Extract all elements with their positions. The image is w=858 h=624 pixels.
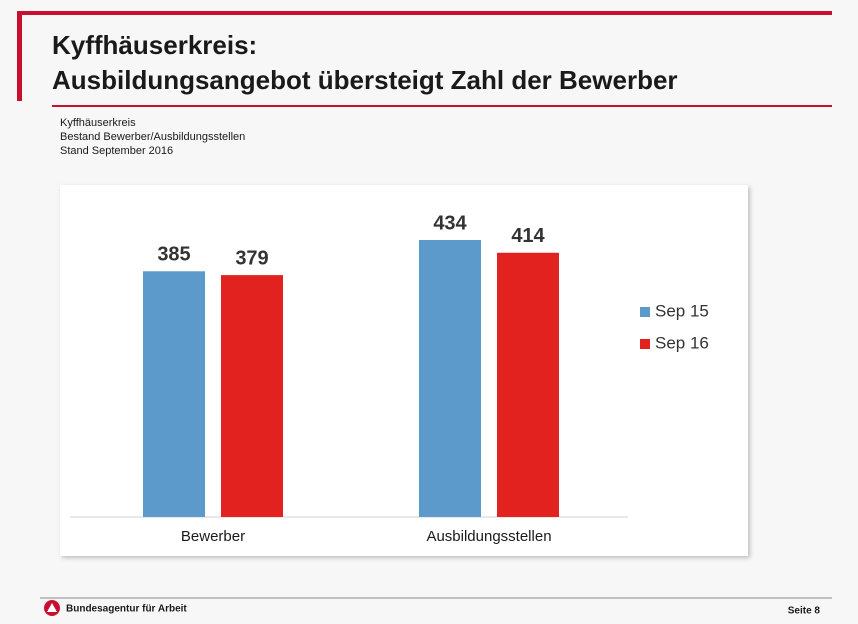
legend-label: Sep 15 xyxy=(655,301,709,320)
data-label: 434 xyxy=(433,212,467,234)
bar xyxy=(497,252,559,517)
left-rule xyxy=(17,11,22,101)
plot: Bewerber 385 379 Ausbildungsstellen 434 414 Se… xyxy=(70,212,709,545)
page-number: Seite 8 xyxy=(788,606,821,617)
title-line: Kyffhäuserkreis: xyxy=(52,30,257,60)
logo-mark xyxy=(47,603,57,612)
bar xyxy=(221,275,283,517)
legend-swatch xyxy=(640,307,650,317)
bar xyxy=(419,240,481,517)
note-line: Kyffhäuserkreis xyxy=(60,117,136,129)
legend-label: Sep 16 xyxy=(655,333,709,352)
top-rule xyxy=(17,11,832,15)
title-line: Ausbildungsangebot übersteigt Zahl der B… xyxy=(52,65,678,95)
bar xyxy=(143,271,205,517)
x-tick-label: Ausbildungsstellen xyxy=(426,528,551,545)
data-label: 385 xyxy=(157,244,190,266)
legend-swatch xyxy=(640,339,650,349)
note-line: Bestand Bewerber/Ausbildungsstellen xyxy=(60,131,245,143)
data-label: 379 xyxy=(235,247,268,269)
footer-org: Bundesagentur für Arbeit xyxy=(66,604,187,615)
x-tick-label: Bewerber xyxy=(181,528,245,545)
note-line: Stand September 2016 xyxy=(60,145,173,157)
data-label: 414 xyxy=(511,225,545,247)
title-rule xyxy=(52,105,832,107)
